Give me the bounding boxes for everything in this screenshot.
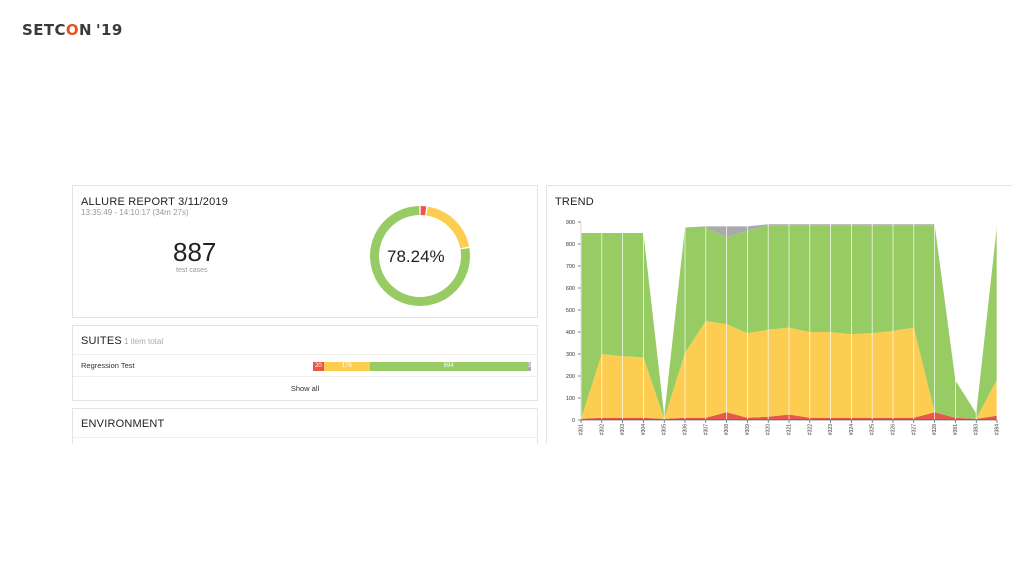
x-tick-label: #307 — [703, 424, 709, 435]
suite-status-bar: 20 178 694 3 — [313, 362, 531, 371]
logo-text-a: SETC — [22, 21, 66, 39]
x-tick-label: #320 — [766, 424, 772, 435]
success-rate-percent: 78.24% — [387, 247, 445, 266]
suite-row[interactable]: Regression Test 20 178 694 3 — [73, 354, 537, 377]
x-tick-label: #303 — [620, 424, 626, 435]
x-tick-label: #384 — [995, 424, 1001, 435]
y-tick-label: 800 — [566, 242, 575, 248]
show-all-link[interactable]: Show all — [290, 384, 320, 393]
x-tick-label: #381 — [953, 424, 959, 435]
donut-slice-broken — [426, 206, 470, 249]
suites-title: SUITES — [81, 335, 122, 347]
x-tick-label: #323 — [828, 424, 834, 435]
x-tick-label: #327 — [911, 424, 917, 435]
x-tick-label: #308 — [724, 424, 730, 435]
suites-widget: SUITES 1 item total Regression Test 20 1… — [72, 325, 538, 401]
logo-year: 19 — [101, 21, 123, 39]
report-time-range: 13:35:49 - 14:10:17 (34m 27s) — [81, 208, 189, 217]
y-tick-label: 600 — [566, 286, 575, 292]
x-tick-label: #326 — [891, 424, 897, 435]
y-tick-label: 200 — [566, 374, 575, 380]
x-tick-label: #302 — [599, 424, 605, 435]
y-tick-label: 0 — [572, 418, 575, 424]
donut-slice-failed — [420, 206, 427, 216]
y-tick-label: 100 — [566, 396, 575, 402]
report-title: ALLURE REPORT 3/11/2019 — [81, 196, 229, 208]
segment-failed: 20 — [313, 362, 324, 371]
segment-unknown: 3 — [527, 362, 531, 371]
y-tick-label: 400 — [566, 330, 575, 336]
segment-passed: 694 — [369, 362, 528, 371]
x-tick-label: #328 — [932, 424, 938, 435]
x-tick-label: #301 — [579, 424, 585, 435]
x-tick-label: #304 — [641, 424, 647, 435]
trend-widget: TREND 0 100 200 300 400 500 600 700 800 900 #301 #3… — [546, 185, 1012, 444]
suites-subtitle: 1 item total — [124, 337, 164, 346]
segment-broken: 178 — [323, 362, 370, 371]
x-tick-label: #309 — [745, 424, 751, 435]
environment-widget: ENVIRONMENT — [72, 408, 538, 444]
setcon-logo: SETCON '19 — [22, 21, 123, 39]
x-tick-label: #324 — [849, 424, 855, 435]
y-tick-label: 300 — [566, 352, 575, 358]
trend-chart[interactable]: 0 100 200 300 400 500 600 700 800 900 #301 #302 #303… — [549, 216, 1005, 441]
test-case-count: 887 — [173, 237, 217, 267]
x-tick-label: #321 — [787, 424, 793, 435]
environment-divider — [73, 437, 537, 438]
suite-name: Regression Test — [81, 361, 135, 370]
environment-title: ENVIRONMENT — [81, 418, 165, 430]
logo-text-b: N — [79, 21, 93, 39]
logo-text-o: O — [65, 21, 80, 39]
y-tick-label: 500 — [566, 308, 575, 314]
logo-tick: ' — [96, 21, 102, 39]
x-tick-label: #306 — [683, 424, 689, 435]
success-rate-donut[interactable] — [363, 199, 477, 313]
trend-title: TREND — [555, 196, 594, 208]
x-tick-label: #325 — [870, 424, 876, 435]
y-tick-label: 900 — [566, 220, 575, 226]
summary-widget: ALLURE REPORT 3/11/2019 13:35:49 - 14:10… — [72, 185, 538, 318]
x-tick-label: #305 — [662, 424, 668, 435]
test-case-label: test cases — [176, 267, 208, 274]
x-tick-label: #322 — [807, 424, 813, 435]
y-tick-label: 700 — [566, 264, 575, 270]
x-tick-label: #383 — [974, 424, 980, 435]
